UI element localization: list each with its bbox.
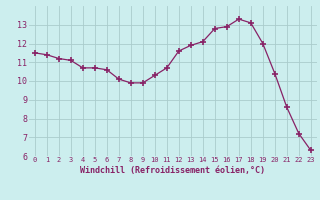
X-axis label: Windchill (Refroidissement éolien,°C): Windchill (Refroidissement éolien,°C): [80, 166, 265, 175]
